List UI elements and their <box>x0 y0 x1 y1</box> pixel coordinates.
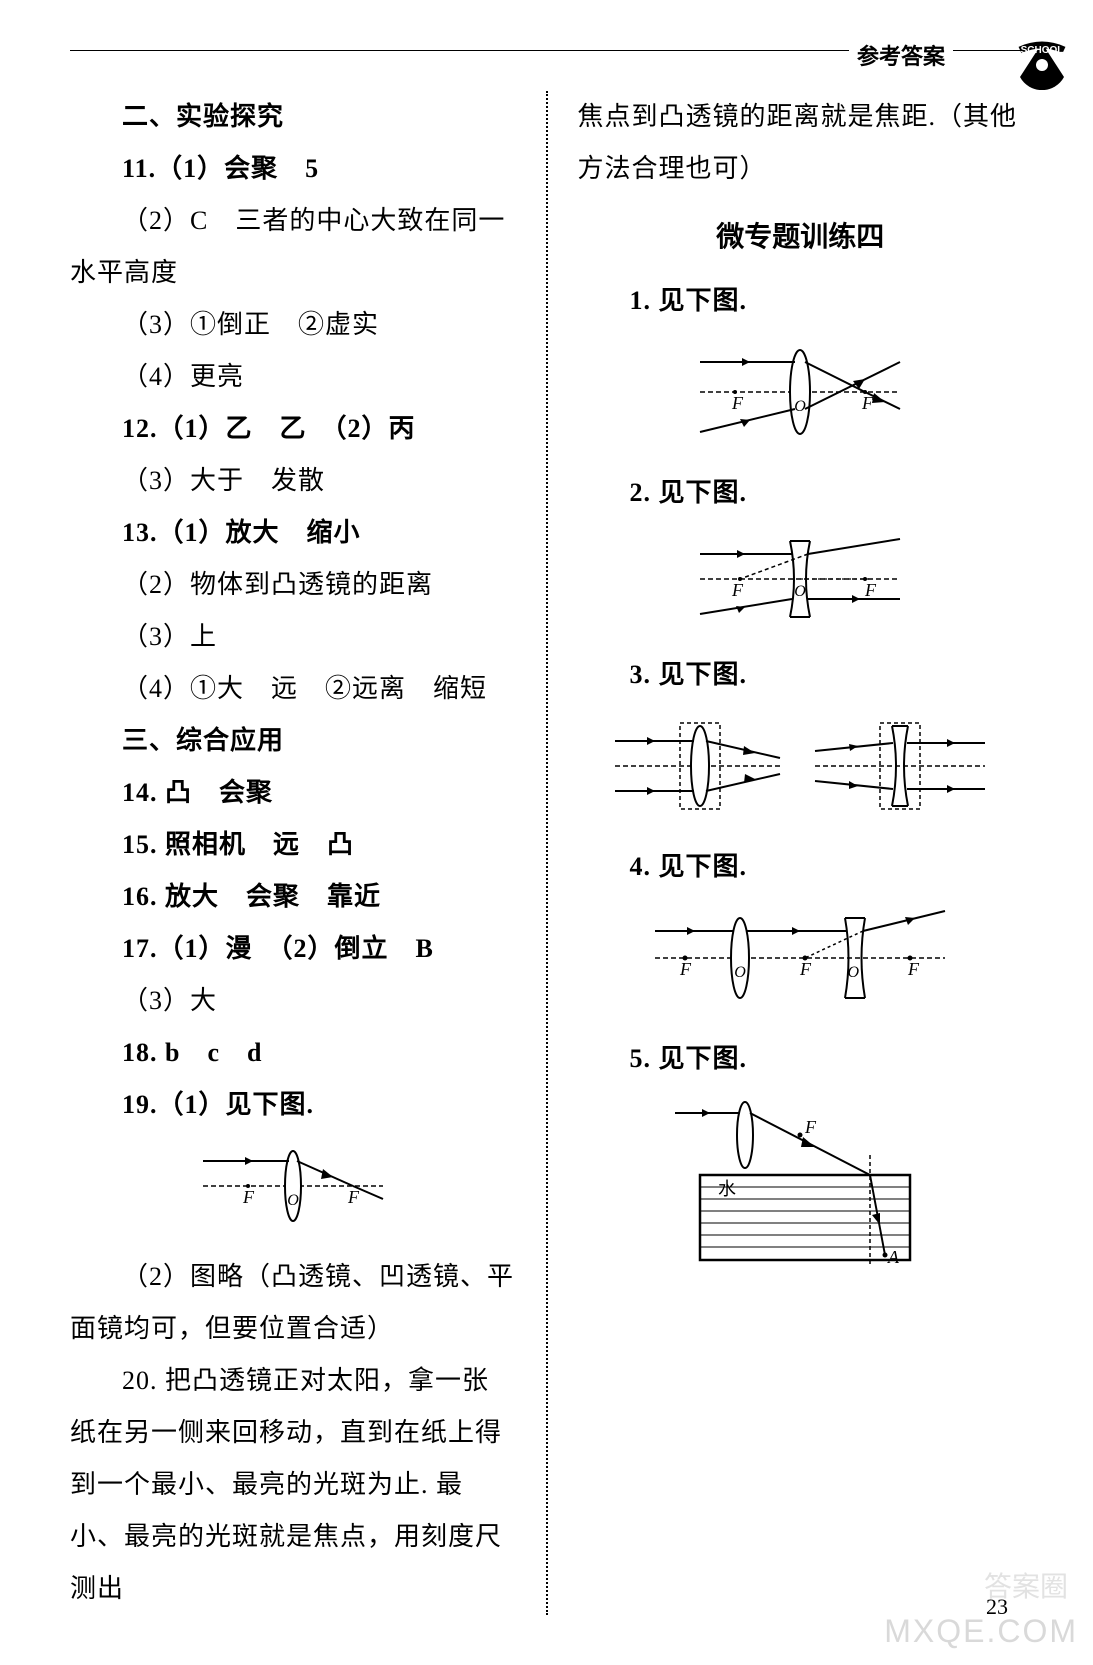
q18: 18. b c d <box>70 1027 516 1079</box>
q11-1: 11.（1）会聚 5 <box>70 143 516 195</box>
svg-text:F: F <box>864 580 877 600</box>
svg-text:F: F <box>907 959 920 979</box>
q11-4: （4）更亮 <box>70 351 516 403</box>
r-q4: 4. 见下图. <box>578 841 1024 893</box>
column-divider <box>546 91 548 1615</box>
q19-2: （2）图略（凸透镜、凹透镜、平面镜均可，但要位置合适） <box>70 1251 516 1355</box>
r-q3: 3. 见下图. <box>578 649 1024 701</box>
header-rule: 参考答案 <box>70 50 1023 51</box>
svg-text:SCHOOL: SCHOOL <box>1021 45 1064 56</box>
q14: 14. 凸 会聚 <box>70 767 516 819</box>
q19-1: 19.（1）见下图. <box>70 1079 516 1131</box>
continuation: 焦点到凸透镜的距离就是焦距.（其他方法合理也可） <box>578 91 1024 195</box>
svg-text:F: F <box>242 1187 255 1207</box>
q17-3: （3）大 <box>70 975 516 1027</box>
svg-text:O': O' <box>848 964 864 981</box>
diagram-r1: F O F <box>578 337 1024 447</box>
q20: 20. 把凸透镜正对太阳，拿一张纸在另一侧来回移动，直到在纸上得到一个最小、最亮… <box>70 1355 516 1615</box>
left-column: 二、实验探究 11.（1）会聚 5 （2）C 三者的中心大致在同一水平高度 （3… <box>70 91 516 1615</box>
svg-text:F: F <box>731 393 744 413</box>
r-q5: 5. 见下图. <box>578 1033 1024 1085</box>
q11-2: （2）C 三者的中心大致在同一水平高度 <box>70 195 516 299</box>
section2-title: 二、实验探究 <box>70 91 516 143</box>
header-label: 参考答案 <box>849 39 953 71</box>
diagram-r3 <box>578 711 1024 821</box>
svg-text:O: O <box>794 583 806 600</box>
q11-3: （3）①倒正 ②虚实 <box>70 299 516 351</box>
q13-2: （2）物体到凸透镜的距离 <box>70 559 516 611</box>
svg-text:F: F <box>347 1187 360 1207</box>
q12-3: （3）大于 发散 <box>70 455 516 507</box>
watermark-cn: 答案圈 <box>984 1565 1068 1605</box>
diagram-r4: F O F O' F <box>578 903 1024 1013</box>
q13-1: 13.（1）放大 缩小 <box>70 507 516 559</box>
q15: 15. 照相机 远 凸 <box>70 819 516 871</box>
q17-1: 17.（1）漫 （2）倒立 B <box>70 923 516 975</box>
diagram-q19: F O F <box>70 1141 516 1231</box>
svg-text:O: O <box>287 1192 299 1209</box>
svg-text:O: O <box>734 964 746 981</box>
svg-text:O: O <box>794 398 806 415</box>
diagram-r5: 水 F A <box>578 1095 1024 1275</box>
svg-text:A: A <box>887 1247 900 1267</box>
svg-text:F: F <box>804 1117 817 1137</box>
school-badge: SCHOOL <box>1010 35 1075 90</box>
right-column: 焦点到凸透镜的距离就是焦距.（其他方法合理也可） 微专题训练四 1. 见下图. <box>578 91 1024 1615</box>
svg-text:F: F <box>731 580 744 600</box>
diagram-r2: F O F <box>578 529 1024 629</box>
section3-title: 三、综合应用 <box>70 715 516 767</box>
q12-1: 12.（1）乙 乙 （2）丙 <box>70 403 516 455</box>
svg-text:水: 水 <box>718 1179 736 1199</box>
q13-3: （3）上 <box>70 611 516 663</box>
svg-text:F: F <box>679 959 692 979</box>
q16: 16. 放大 会聚 靠近 <box>70 871 516 923</box>
micro-topic-title: 微专题训练四 <box>578 215 1024 255</box>
r-q2: 2. 见下图. <box>578 467 1024 519</box>
r-q1: 1. 见下图. <box>578 275 1024 327</box>
watermark-en: MXQE.COM <box>884 1613 1078 1650</box>
svg-text:F: F <box>861 393 874 413</box>
q13-4: （4）①大 远 ②远离 缩短 <box>70 663 516 715</box>
svg-text:F: F <box>799 959 812 979</box>
